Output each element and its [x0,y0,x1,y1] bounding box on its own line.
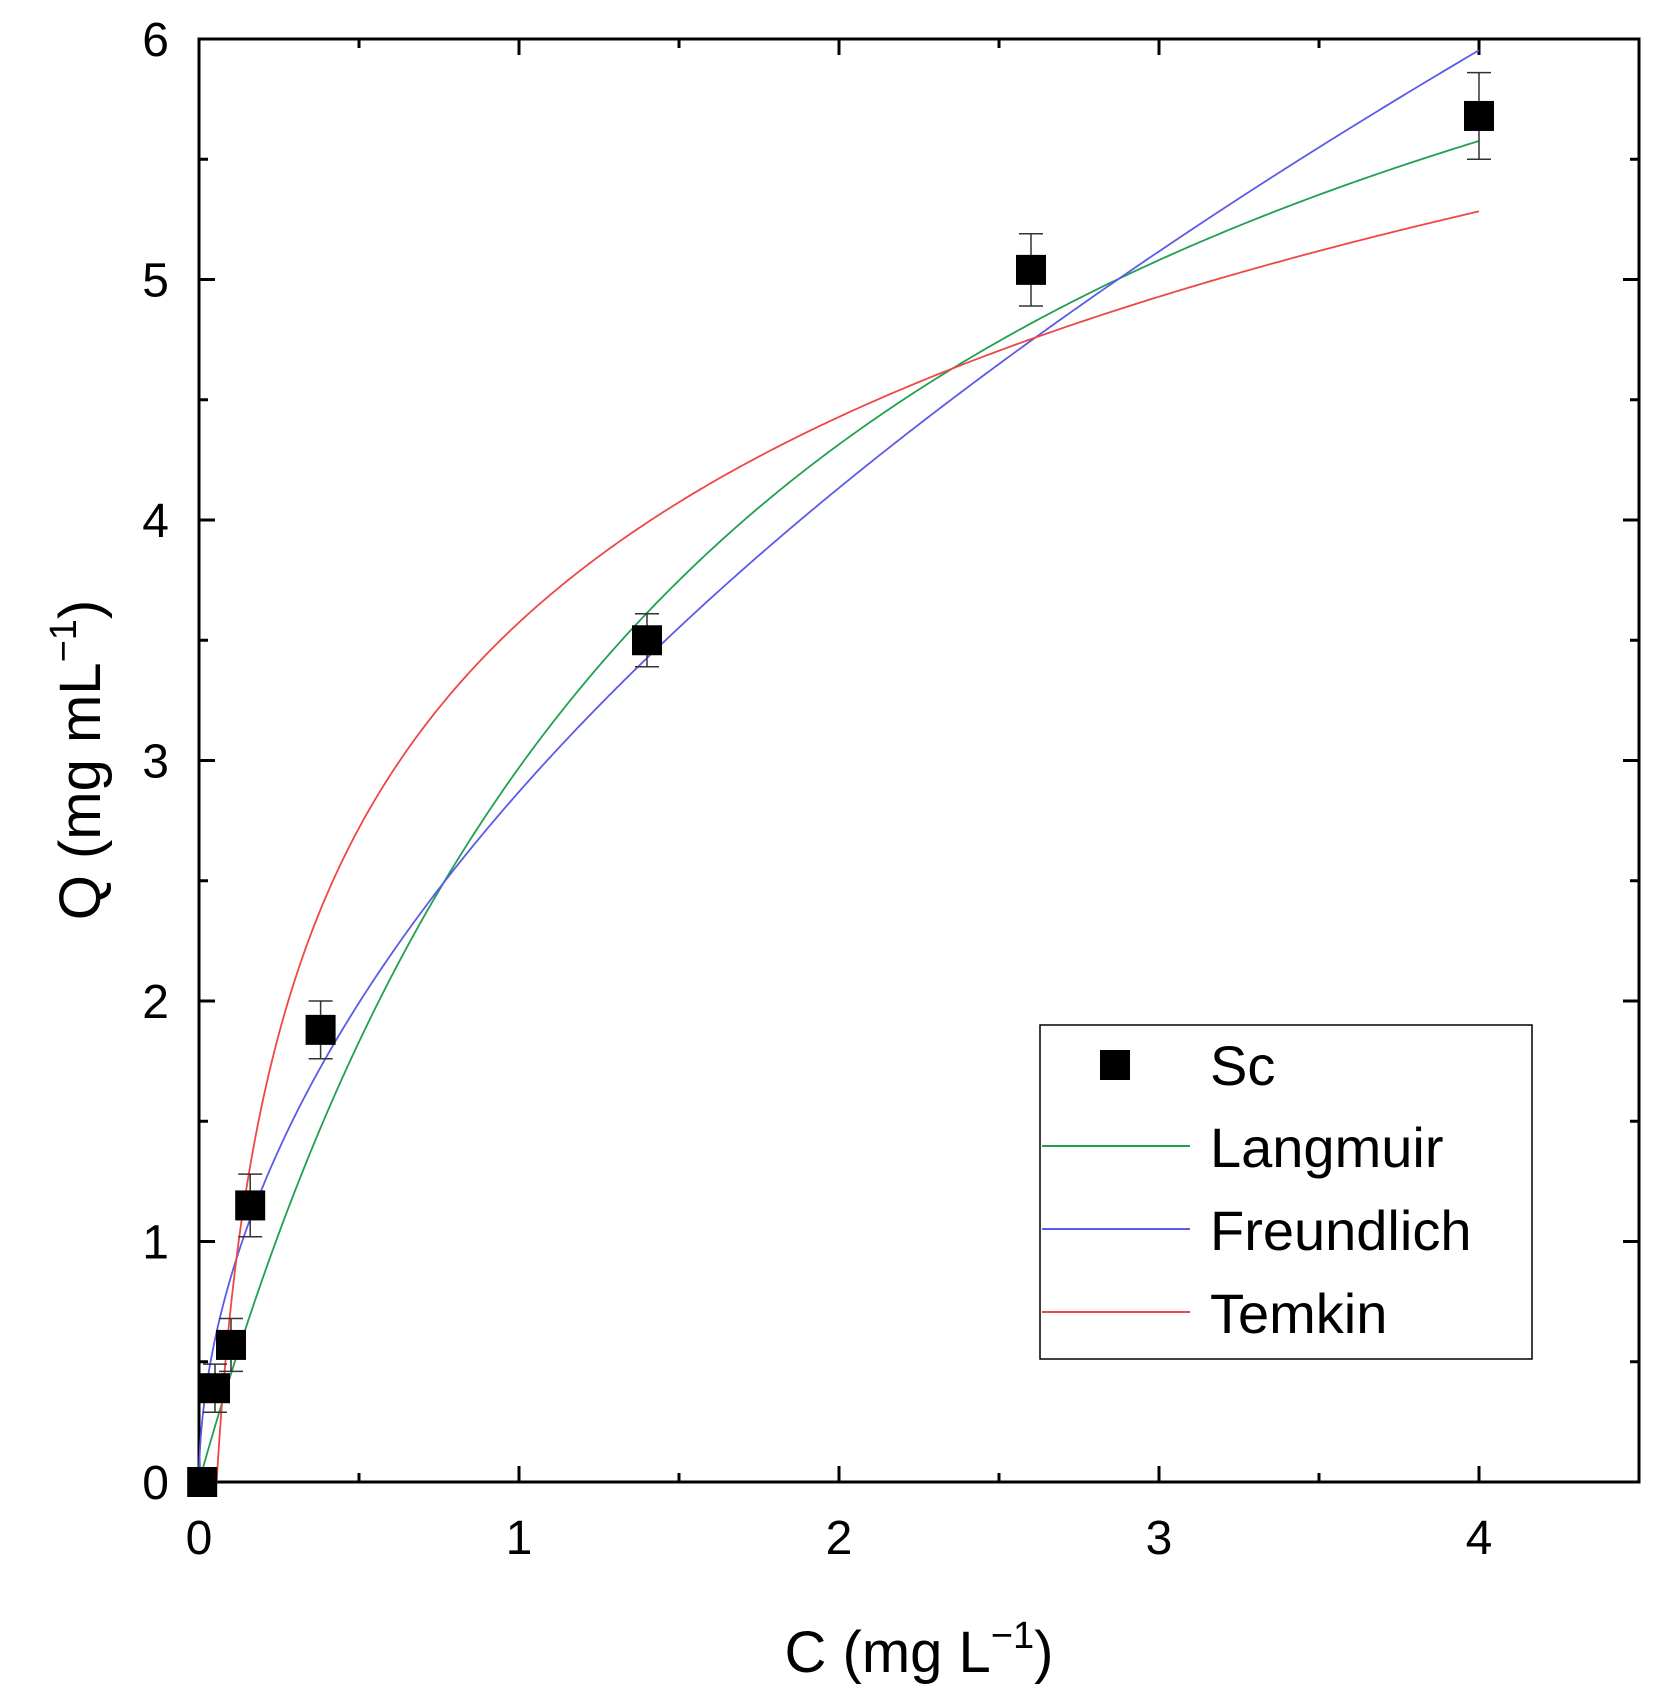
data-point [216,1329,246,1360]
curve-temkin [213,210,1480,1483]
data-point [305,1014,336,1045]
y-tick-label: 2 [142,976,169,1029]
y-tick-label: 6 [142,14,169,67]
x-tick-label: 3 [1146,1512,1173,1565]
data-point [1016,254,1046,285]
y-axis-title: Q (mg mL−1) [43,600,113,920]
legend-label-temkin: Temkin [1210,1282,1387,1345]
x-tick-label: 1 [506,1512,533,1565]
x-tick-label: 0 [186,1512,213,1565]
x-tick-label: 2 [826,1512,853,1565]
data-point [632,625,662,656]
curve-freundlich [198,49,1480,1483]
axis-ticks: 0 1 2 3 4 0 1 2 3 4 5 6 [142,14,1641,1565]
data-point [187,1467,218,1497]
legend-marker-sc [1100,1050,1130,1080]
legend-label-langmuir: Langmuir [1210,1116,1443,1179]
y-tick-label: 3 [142,736,169,789]
data-points [187,71,1494,1497]
legend: Sc Langmuir Freundlich Temkin [1039,1024,1533,1360]
legend-label-sc: Sc [1210,1034,1275,1097]
data-point [200,1373,230,1404]
x-tick-label: 4 [1466,1512,1493,1565]
y-tick-label: 5 [142,255,169,308]
y-tick-label: 1 [142,1217,169,1270]
fit-curves [198,49,1480,1483]
y-tick-label: 4 [142,495,169,548]
data-point [1464,100,1494,131]
data-point [235,1190,266,1221]
x-axis-title: C (mg L−1) [785,1615,1054,1685]
legend-box [1039,1024,1533,1360]
legend-label-freundlich: Freundlich [1210,1199,1471,1262]
y-tick-label: 0 [142,1457,169,1510]
curve-langmuir [198,140,1480,1483]
